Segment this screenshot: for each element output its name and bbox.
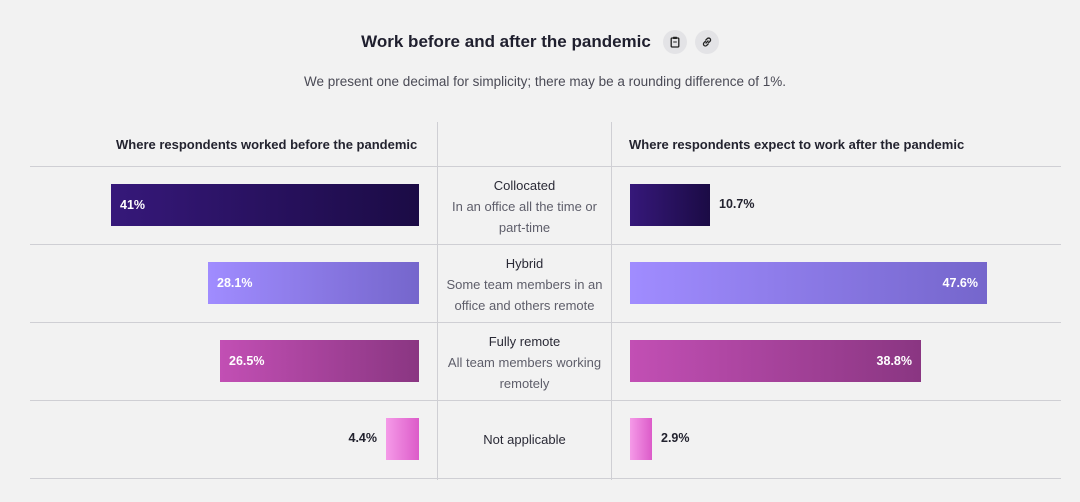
category-name: Hybrid [505, 256, 544, 271]
bar-after-not-applicable[interactable] [630, 418, 652, 460]
bar-after-hybrid[interactable]: 47.6% [630, 262, 987, 304]
row-divider [30, 244, 1061, 245]
category-description: All team members working remotely [447, 355, 602, 391]
bar-before-fully-remote[interactable]: 26.5% [220, 340, 419, 382]
category-hybrid: Hybrid Some team members in an office and… [438, 253, 611, 316]
divider-left [437, 122, 438, 480]
row-divider [30, 478, 1061, 479]
value-label-after-not-applicable: 2.9% [661, 431, 690, 445]
category-name: Fully remote [488, 334, 561, 349]
category-name: Not applicable [483, 432, 566, 447]
row-divider [30, 322, 1061, 323]
value-label-after-hybrid: 47.6% [942, 276, 978, 290]
chart-title-row: Work before and after the pandemic [0, 30, 1080, 54]
value-label-before-fully-remote: 26.5% [229, 354, 265, 368]
category-fully-remote: Fully remote All team members working rem… [438, 331, 611, 394]
category-description: Some team members in an office and other… [446, 277, 603, 313]
row-divider [30, 166, 1061, 167]
chart-subtitle: We present one decimal for simplicity; t… [304, 74, 786, 89]
value-label-before-hybrid: 28.1% [217, 276, 253, 290]
category-description: In an office all the time or part-time [451, 199, 597, 235]
row-divider [30, 400, 1061, 401]
link-icon [702, 37, 711, 47]
value-label-before-collocated: 41% [120, 198, 146, 212]
value-label-before-not-applicable: 4.4% [348, 431, 378, 445]
divider-right [611, 122, 612, 480]
bar-after-fully-remote[interactable]: 38.8% [630, 340, 921, 382]
category-collocated: Collocated In an office all the time or p… [438, 175, 611, 238]
category-not-applicable: Not applicable [438, 429, 611, 450]
chart-title: Work before and after the pandemic [361, 32, 651, 51]
bar-before-not-applicable[interactable] [386, 418, 419, 460]
copy-button[interactable] [662, 30, 687, 54]
clipboard-icon [670, 36, 680, 48]
right-column-header: Where respondents expect to work after t… [629, 137, 965, 152]
link-button[interactable] [694, 30, 719, 54]
value-label-after-collocated: 10.7% [719, 197, 755, 211]
bar-after-collocated[interactable] [630, 184, 710, 226]
bar-before-collocated[interactable]: 41% [111, 184, 419, 226]
value-label-after-fully-remote: 38.8% [876, 354, 912, 368]
left-column-header: Where respondents worked before the pand… [116, 137, 418, 152]
category-name: Collocated [493, 178, 556, 193]
bar-before-hybrid[interactable]: 28.1% [208, 262, 419, 304]
